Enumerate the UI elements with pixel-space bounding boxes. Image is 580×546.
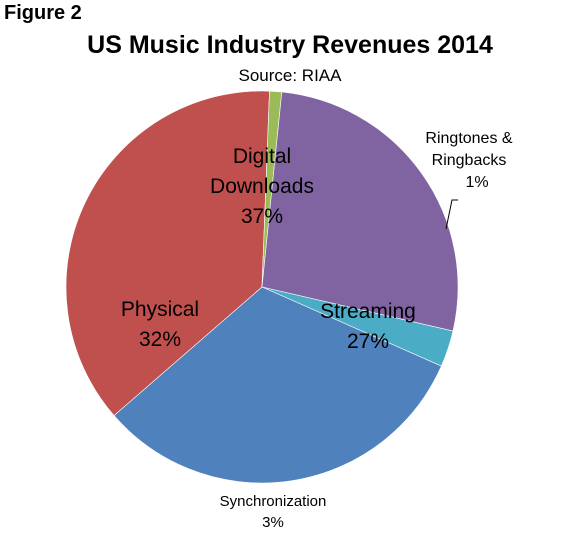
slice-label-physical: Physical bbox=[121, 298, 199, 321]
slice-label-ringtones-ringbacks: Ringtones & bbox=[425, 130, 512, 147]
pie-slice-physical bbox=[113, 286, 442, 484]
leader-line bbox=[445, 199, 458, 230]
slice-label-synchronization: Synchronization bbox=[220, 493, 327, 510]
slice-percent-physical: 32% bbox=[139, 328, 181, 351]
slice-label-streaming: Streaming bbox=[320, 300, 416, 323]
pie-slice-digital-downloads bbox=[65, 90, 270, 417]
slice-label-digital-downloads: Digital bbox=[233, 145, 291, 168]
slice-label-digital-downloads: Downloads bbox=[210, 175, 314, 198]
figure-label: Figure 2 bbox=[4, 2, 82, 24]
slice-percent-streaming: 27% bbox=[347, 330, 389, 353]
slice-label-ringtones-ringbacks: Ringbacks bbox=[432, 152, 507, 169]
chart-title: US Music Industry Revenues 2014 bbox=[87, 31, 493, 59]
slice-percent-synchronization: 3% bbox=[262, 514, 284, 531]
slice-percent-digital-downloads: 37% bbox=[241, 205, 283, 228]
chart-subtitle: Source: RIAA bbox=[238, 66, 342, 85]
pie-slice-streaming bbox=[261, 91, 459, 332]
slice-percent-ringtones-ringbacks: 1% bbox=[465, 174, 488, 191]
